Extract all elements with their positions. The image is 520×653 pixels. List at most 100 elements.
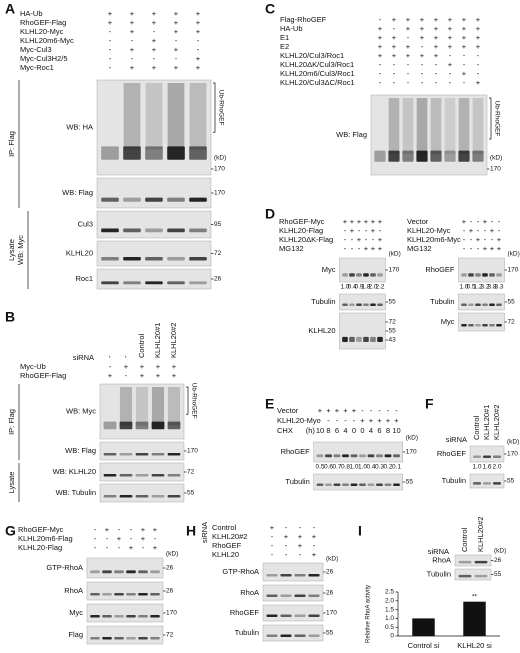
- blot-label: WB: KLHL20: [53, 467, 96, 476]
- blot-label: Myc: [322, 265, 336, 274]
- band: [377, 336, 383, 342]
- condition-sign: +: [369, 416, 374, 425]
- condition-sign: +: [364, 244, 369, 253]
- quantification: 1.0: [349, 464, 358, 471]
- condition-label: Myc-Ub: [20, 362, 46, 371]
- marker: 72: [187, 469, 195, 476]
- quantification: 3.2: [480, 284, 489, 291]
- band: [280, 614, 292, 618]
- blot: [313, 441, 403, 463]
- condition-label: RhoGEF: [212, 541, 242, 550]
- condition-label: E2: [280, 42, 289, 51]
- band: [167, 228, 185, 233]
- condition-sign: -: [393, 78, 396, 87]
- band: [126, 570, 136, 574]
- band: [496, 303, 502, 307]
- quantification: 0.6: [324, 464, 333, 471]
- condition-sign: +: [350, 217, 355, 226]
- marker: 55: [326, 630, 334, 637]
- band: [151, 452, 165, 456]
- panel-letter: E: [265, 396, 274, 412]
- condition-sign: -: [197, 36, 200, 45]
- marker: 26: [494, 557, 502, 564]
- smear: [145, 83, 163, 150]
- condition-sign: -: [477, 226, 480, 235]
- condition-sign: +: [156, 362, 161, 371]
- band: [350, 454, 358, 458]
- condition-sign: -: [463, 226, 466, 235]
- smear: [151, 387, 165, 426]
- band: [468, 323, 474, 327]
- quantification: 1.2: [473, 284, 482, 291]
- band: [123, 228, 141, 233]
- condition-label: KLHL20: [212, 550, 239, 559]
- header-label: siRNA: [73, 353, 94, 362]
- condition-sign: +: [406, 42, 411, 51]
- header-column: Control: [137, 333, 146, 358]
- band: [461, 273, 467, 277]
- band: [294, 573, 306, 577]
- smear: [458, 98, 470, 154]
- condition-sign: +: [434, 42, 439, 51]
- condition-sign: -: [319, 416, 322, 425]
- condition-sign: +: [318, 406, 323, 415]
- band: [363, 336, 369, 342]
- condition-sign: +: [130, 27, 135, 36]
- condition-sign: -: [484, 235, 487, 244]
- band: [90, 592, 100, 596]
- condition-sign: +: [378, 42, 383, 51]
- band: [138, 592, 148, 596]
- quantification: 2.2: [375, 284, 384, 291]
- band: [374, 150, 386, 162]
- band: [189, 197, 207, 202]
- band: [138, 614, 148, 618]
- blot-label: WB: Flag: [336, 130, 367, 139]
- condition-sign: -: [435, 78, 438, 87]
- quantification: 0.2: [383, 464, 392, 471]
- condition-sign: +: [108, 18, 113, 27]
- condition-sign: 10: [392, 426, 400, 435]
- band: [123, 146, 141, 160]
- condition-sign: -: [378, 406, 381, 415]
- quantification: 3.3: [494, 284, 503, 291]
- band: [363, 303, 369, 307]
- condition-sign: -: [130, 525, 133, 534]
- header-column: Control: [460, 527, 469, 552]
- band: [189, 281, 207, 285]
- smear: [416, 98, 428, 154]
- group-label: Lysate: [7, 472, 16, 494]
- band: [150, 592, 160, 596]
- marker: 170: [507, 451, 518, 458]
- band: [138, 570, 148, 574]
- condition-sign: +: [476, 42, 481, 51]
- condition-sign: -: [271, 541, 274, 550]
- unit: (kD): [508, 251, 520, 258]
- band: [377, 303, 383, 307]
- marker: 55: [508, 299, 516, 306]
- marker: 170: [389, 267, 400, 274]
- blot-label: GTP-RhoA: [222, 567, 259, 576]
- band: [468, 303, 474, 307]
- condition-sign: -: [463, 244, 466, 253]
- condition-sign: +: [420, 24, 425, 33]
- condition-sign: +: [152, 9, 157, 18]
- condition-sign: -: [109, 27, 112, 36]
- condition-sign: +: [352, 406, 357, 415]
- band: [376, 483, 383, 487]
- condition-sign: +: [172, 371, 177, 380]
- condition-sign: +: [448, 33, 453, 42]
- band: [316, 454, 324, 458]
- marker: 55: [507, 478, 515, 485]
- condition-sign: -: [118, 525, 121, 534]
- condition-sign: +: [483, 244, 488, 253]
- condition-sign: -: [449, 51, 452, 60]
- condition-sign: +: [476, 33, 481, 42]
- condition-sign: -: [285, 541, 288, 550]
- condition-sign: +: [140, 371, 145, 380]
- condition-sign: -: [109, 362, 112, 371]
- marker: 26: [214, 276, 222, 283]
- unit: (kD): [326, 556, 338, 563]
- band: [493, 455, 501, 459]
- condition-sign: -: [285, 523, 288, 532]
- blot-label: WB: Myc: [66, 406, 96, 415]
